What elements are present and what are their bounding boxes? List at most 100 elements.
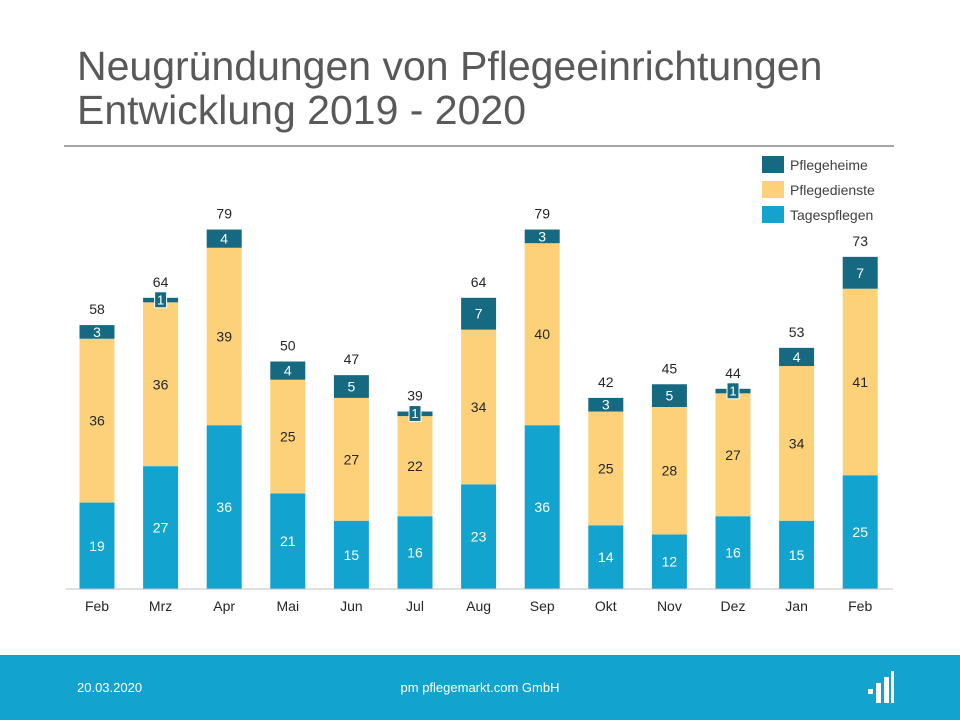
data-label-tagespflegen-1: 27 [153,520,169,536]
x-tick-label-6: Aug [466,598,491,614]
legend-item-tagespflegen: Tagespflegen [762,202,875,227]
bar-pflegeheime-7 [524,229,560,244]
bar-tagespflegen-2 [206,425,242,589]
total-label-2: 79 [216,206,232,222]
data-label-pflegeheime-0: 3 [93,324,101,340]
bar-pflegedienste-11 [779,366,815,521]
bar-pflegeheime-4 [333,375,369,398]
bar-pflegeheime-8 [588,397,624,412]
x-tick-label-0: Feb [85,598,109,614]
x-tick-label-9: Nov [657,598,682,614]
stacked-bar-chart: 1936358Feb2736164Mrz3639479Apr2125450Mai… [66,206,893,614]
pflegemarkt-logo-icon [868,671,894,703]
bar-pflegedienste-1 [143,302,179,467]
data-label-pflegeheime-4: 5 [348,379,356,395]
total-label-5: 39 [407,388,423,404]
bar-tagespflegen-4 [333,520,369,589]
data-label-pflegedienste-2: 39 [216,328,232,344]
data-label-pflegedienste-11: 34 [789,435,805,451]
data-label-tagespflegen-6: 23 [471,529,487,545]
bar-pflegedienste-3 [270,379,306,494]
data-label-pflegedienste-6: 34 [471,399,487,415]
x-tick-label-3: Mai [277,598,300,614]
x-tick-label-12: Feb [848,598,872,614]
data-label-pflegeheime-2: 4 [220,231,228,247]
bar-pflegedienste-5 [397,416,433,517]
x-tick-label-7: Sep [530,598,555,614]
bar-tagespflegen-10 [715,516,751,589]
x-tick-label-8: Okt [595,598,617,614]
bar-tagespflegen-7 [524,425,560,589]
footer-date: 20.03.2020 [77,680,143,695]
data-label-pflegeheime-7: 3 [538,228,546,244]
title-line-1: Neugründungen von Pflegeeinrichtungen [77,43,823,89]
total-label-11: 53 [789,324,805,340]
data-label-pflegedienste-7: 40 [534,326,550,342]
bar-pflegedienste-2 [206,247,242,426]
total-label-8: 42 [598,374,614,390]
data-label-tagespflegen-3: 21 [280,533,296,549]
data-label-tagespflegen-0: 19 [89,538,105,554]
data-label-tagespflegen-8: 14 [598,549,614,565]
total-label-10: 44 [725,365,741,381]
bar-pflegedienste-7 [524,243,560,426]
total-label-3: 50 [280,338,296,354]
data-label-pflegedienste-1: 36 [153,376,169,392]
data-label-pflegeheime-1: 1 [157,292,164,307]
data-label-tagespflegen-9: 12 [662,554,678,570]
bar-tagespflegen-12 [842,475,878,589]
x-tick-label-1: Mrz [149,598,172,614]
data-label-tagespflegen-7: 36 [534,499,550,515]
bar-pflegeheime-2 [206,229,242,248]
x-tick-label-4: Jun [340,598,363,614]
chart-title: Neugründungen von Pflegeeinrichtungen En… [77,44,822,132]
data-label-pflegedienste-12: 41 [852,374,868,390]
bar-pflegeheime-0 [79,325,115,339]
bar-pflegedienste-10 [715,393,751,517]
data-label-pflegedienste-0: 36 [89,413,105,429]
data-label-pflegeheime-10: 1 [729,383,736,398]
legend-label-tagespflegen: Tagespflegen [790,206,874,223]
total-label-0: 58 [89,301,105,317]
total-label-12: 73 [852,233,868,249]
bar-pflegedienste-4 [333,397,369,521]
bar-tagespflegen-8 [588,525,624,589]
bar-pflegeheime-9 [651,384,687,407]
data-label-pflegeheime-5: 1 [411,406,418,421]
legend-label-pflegedienste: Pflegedienste [790,181,875,198]
data-label-pflegedienste-8: 25 [598,460,614,476]
total-label-9: 45 [662,360,678,376]
data-label-pflegedienste-9: 28 [662,463,678,479]
data-label-tagespflegen-5: 16 [407,545,423,561]
legend-label-pflegeheime: Pflegeheime [790,156,868,173]
x-tick-label-11: Jan [785,598,808,614]
bar-pflegeheime-3 [270,361,306,380]
bar-tagespflegen-6 [461,484,497,589]
x-tick-label-5: Jul [406,598,424,614]
data-label-tagespflegen-12: 25 [852,524,868,540]
bar-tagespflegen-3 [270,493,306,589]
data-label-pflegeheime-9: 5 [666,388,674,404]
data-label-box-pflegeheime-1 [154,291,168,309]
legend-swatch-tagespflegen [762,206,784,223]
bar-tagespflegen-11 [779,520,815,589]
total-label-1: 64 [153,274,169,290]
x-tick-label-2: Apr [213,598,235,614]
legend-item-pflegedienste: Pflegedienste [762,177,875,202]
data-label-pflegeheime-12: 7 [856,265,864,281]
total-label-4: 47 [344,351,360,367]
bar-tagespflegen-5 [397,516,433,589]
data-label-tagespflegen-4: 15 [344,547,360,563]
title-line-2: Entwicklung 2019 - 2020 [77,87,527,133]
bar-tagespflegen-9 [651,534,687,589]
chart-legend: Pflegeheime Pflegedienste Tagespflegen [762,152,875,227]
data-label-pflegedienste-3: 25 [280,429,296,445]
bar-pflegeheime-12 [842,256,878,289]
bar-pflegedienste-12 [842,288,878,476]
data-label-box-pflegeheime-5 [408,405,422,423]
data-label-pflegedienste-5: 22 [407,458,423,474]
data-label-pflegedienste-4: 27 [344,451,360,467]
bar-pflegeheime-11 [779,347,815,367]
bar-tagespflegen-0 [79,502,115,589]
bar-pflegeheime-6 [461,297,497,330]
